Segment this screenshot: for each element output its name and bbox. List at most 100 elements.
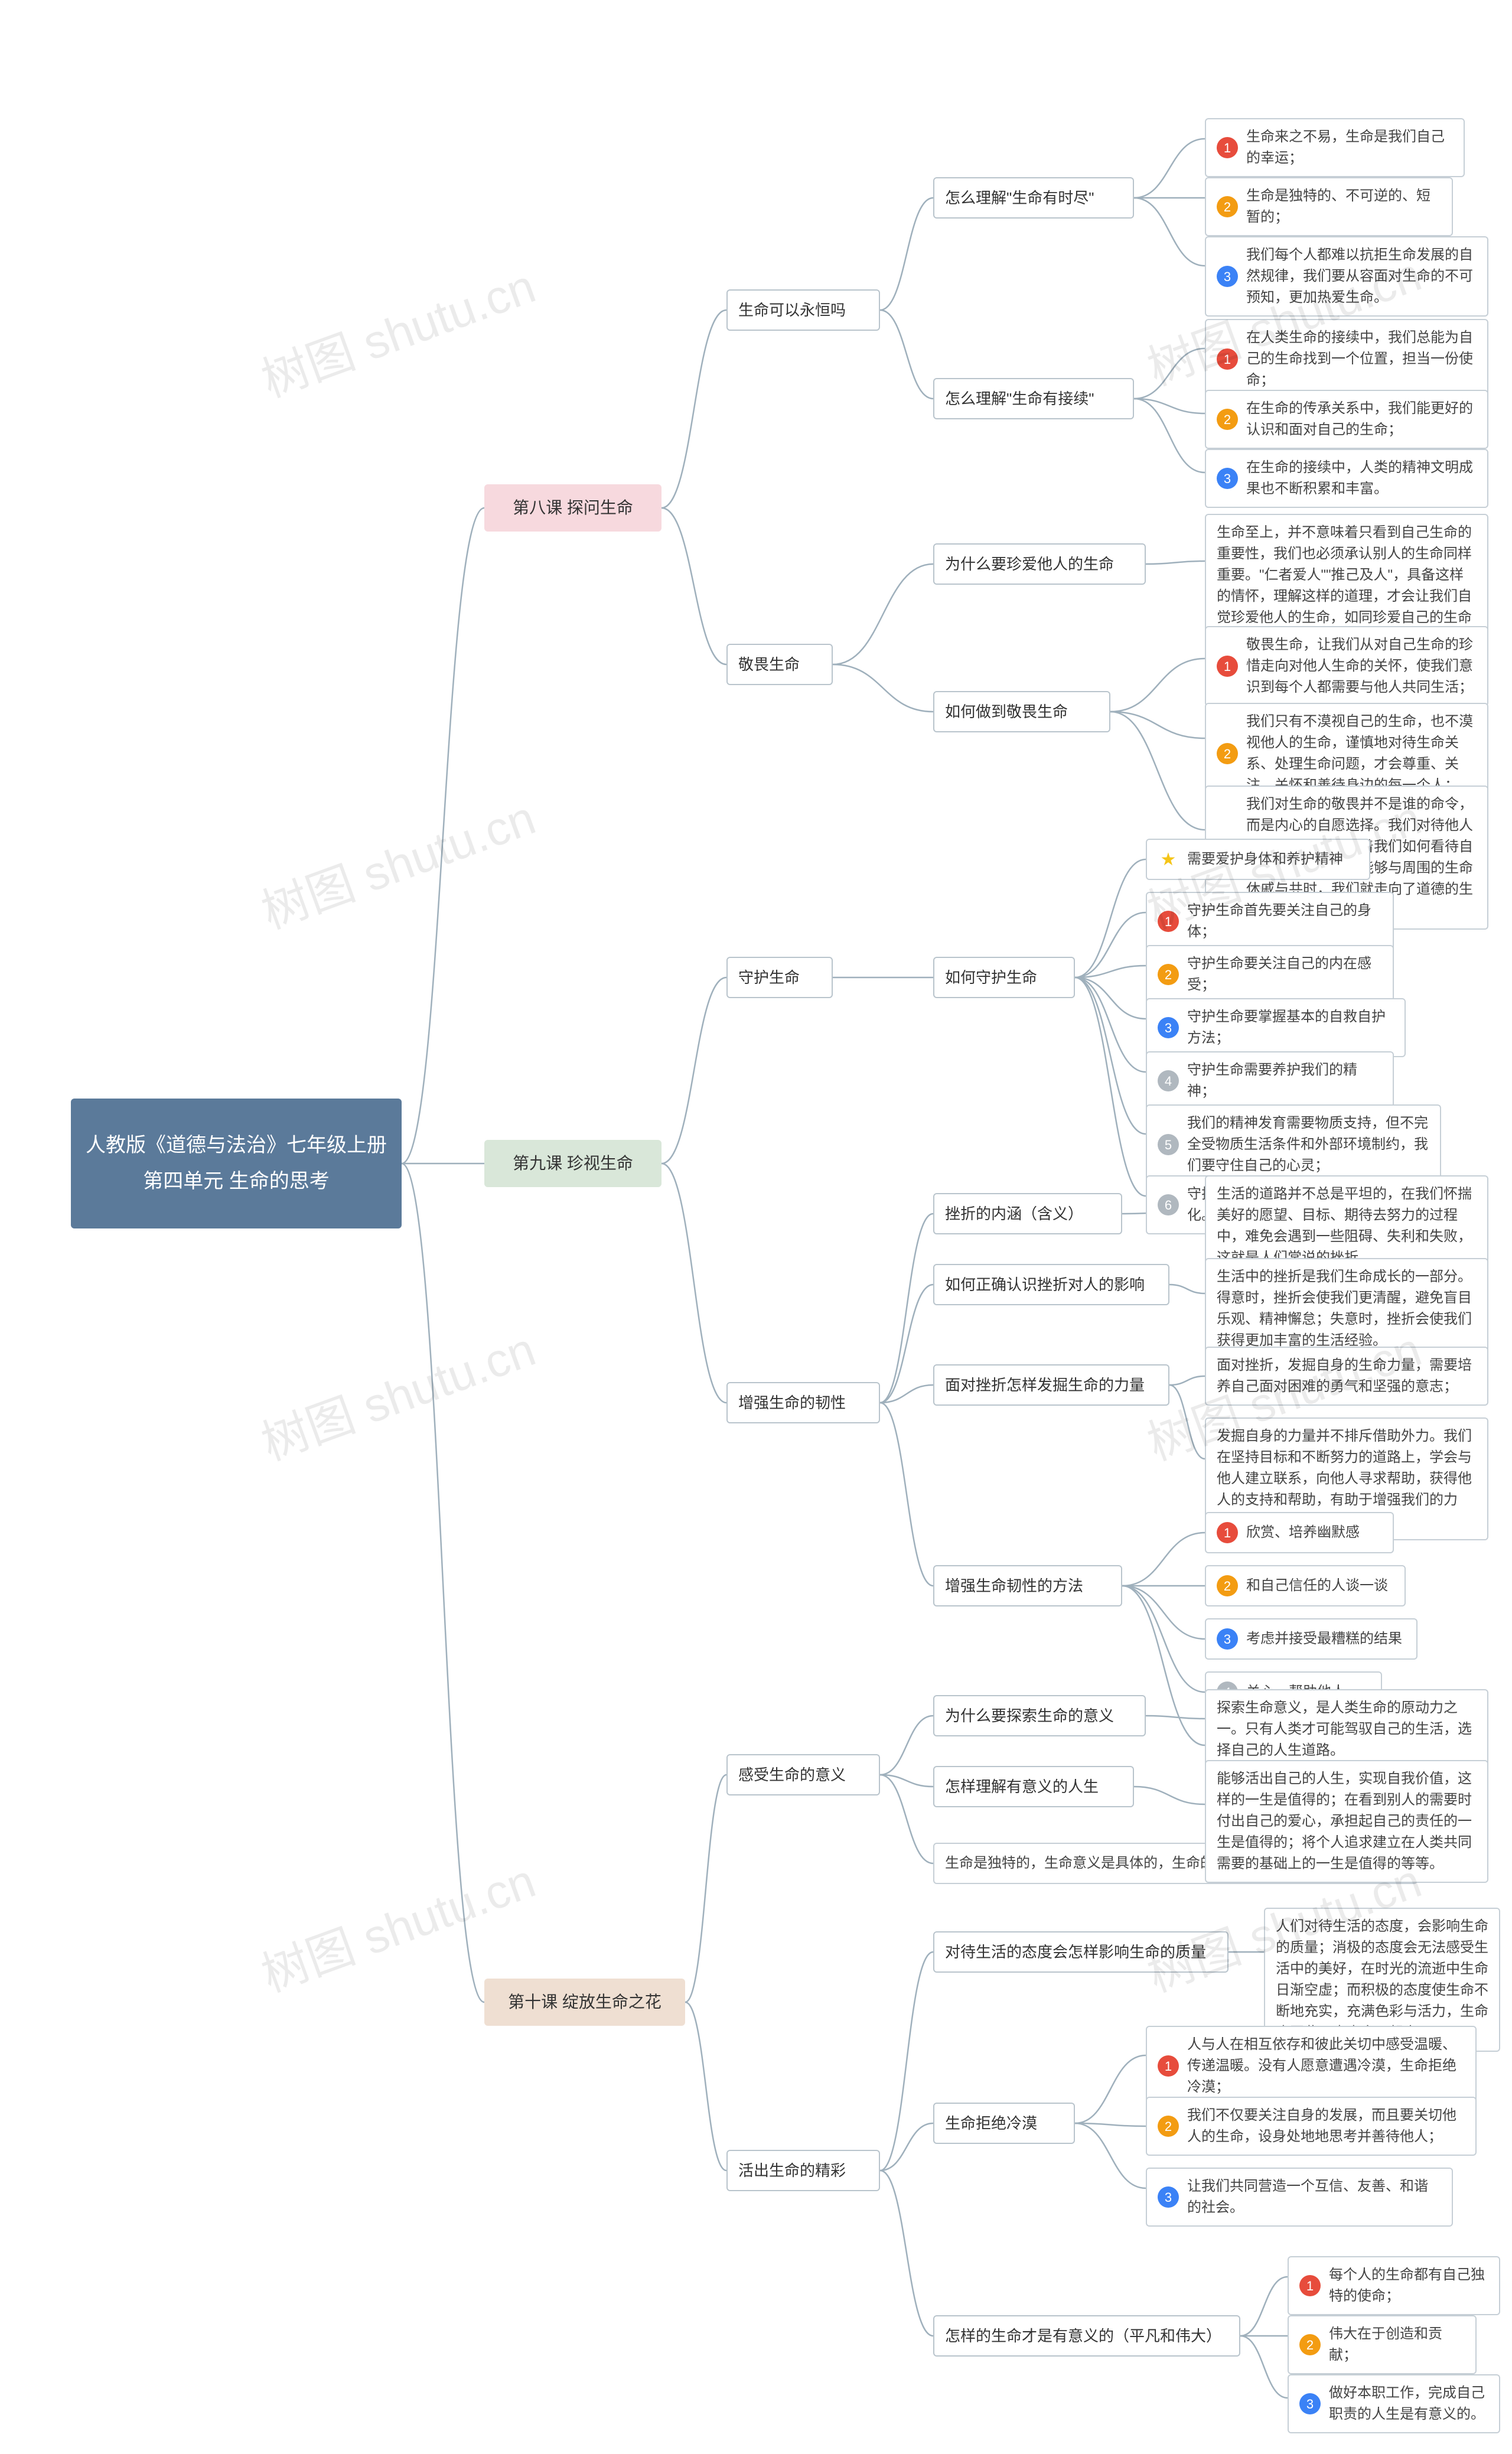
node-LF1: 2 生命是独特的、不可逆的、短暂的；: [1205, 177, 1453, 236]
node-LF21: 1欣赏、培养幽默感: [1205, 1512, 1394, 1553]
node-LF27: 能够活出自己的人生，实现自我价值，这样的一生是值得的；在看到别人的需要时付出自己…: [1205, 1760, 1488, 1883]
badge-6: 6: [1158, 1194, 1179, 1215]
node-LF29: 1人与人在相互依存和彼此关切中感受温暖、传递温暖。没有人愿意遭遇冷漠，生命拒绝冷…: [1146, 2026, 1477, 2106]
node-text: 守护生命: [738, 966, 800, 989]
node-text: 生命拒绝冷漠: [945, 2112, 1037, 2135]
badge-1: 1: [1217, 348, 1238, 370]
badge-2: 2: [1217, 196, 1238, 217]
node-T9b: 增强生命的韧性: [726, 1382, 880, 1423]
node-LF23: 3 考虑并接受最糟糕的结果: [1205, 1618, 1418, 1660]
badge-1: 1: [1217, 137, 1238, 158]
badge-1: 1: [1158, 911, 1179, 932]
node-text: 敬畏生命: [738, 653, 800, 676]
node-text: 伟大在于创造和贡献；: [1329, 2323, 1465, 2366]
node-LF30: 2 我们不仅要关注自身的发展，而且要关切他人的生命，设身处地地思考并善待他人；: [1146, 2097, 1477, 2156]
node-LF15: 5 我们的精神发育需要物质支持，但不完全受物质生活条件和外部环境制约，我们要守住自…: [1146, 1104, 1441, 1185]
node-text: 我们的精神发育需要物质支持，但不完全受物质生活条件和外部环境制约，我们要守住自己…: [1187, 1113, 1429, 1177]
node-text: 守护生命需要养护我们的精神；: [1187, 1060, 1382, 1102]
node-S8a1: 怎么理解"生命有时尽": [933, 177, 1134, 219]
node-S8b2: 如何做到敬畏生命: [933, 691, 1110, 732]
node-S9b4: 增强生命韧性的方法: [933, 1565, 1122, 1606]
node-S10b1: 对待生活的态度会怎样影响生命的质量: [933, 1931, 1228, 1973]
node-S9b3: 面对挫折怎样发掘生命的力量: [933, 1364, 1169, 1406]
node-S9a1: 如何守护生命: [933, 957, 1075, 998]
node-text: 考虑并接受最糟糕的结果: [1246, 1628, 1402, 1650]
watermark: 树图 shutu.cn: [251, 780, 543, 943]
node-text: 怎样的生命才是有意义的（平凡和伟大）: [945, 2325, 1221, 2348]
node-text: 第十课 绽放生命之花: [508, 1990, 662, 2015]
node-S10a2: 怎样理解有意义的人生: [933, 1766, 1134, 1807]
node-text: 增强生命的韧性: [738, 1391, 846, 1415]
node-LF11: 1守护生命首先要关注自己的身体；: [1146, 892, 1394, 951]
node-LF19: 面对挫折，发掘自身的生命力量，需要培养自己面对困难的勇气和坚强的意志；: [1205, 1347, 1488, 1406]
node-text: 敬畏生命，让我们从对自己生命的珍惜走向对他人生命的关怀，使我们意识到每个人都需要…: [1246, 634, 1477, 698]
badge-3: 3: [1158, 2186, 1179, 2208]
node-text: 探索生命意义，是人类生命的原动力之一。只有人类才可能驾驭自己的生活，选择自己的人…: [1217, 1697, 1477, 1761]
node-text: 守护生命要关注自己的内在感受；: [1187, 953, 1382, 996]
node-text: 感受生命的意义: [738, 1764, 846, 1787]
badge-5: 5: [1158, 1134, 1179, 1155]
badge-2: 2: [1158, 964, 1179, 985]
node-S10b3: 怎样的生命才是有意义的（平凡和伟大）: [933, 2315, 1240, 2357]
node-LF18: 生活中的挫折是我们生命成长的一部分。得意时，挫折会使我们更清醒，避免盲目乐观、精…: [1205, 1258, 1488, 1360]
node-text: 如何正确认识挫折对人的影响: [945, 1273, 1145, 1296]
node-text: 怎么理解"生命有接续": [945, 387, 1094, 410]
node-root: 人教版《道德与法治》七年级上册 第四单元 生命的思考: [71, 1099, 402, 1228]
mindmap-canvas: 人教版《道德与法治》七年级上册 第四单元 生命的思考第八课 探问生命第九课 珍视…: [0, 0, 1512, 2454]
star-icon: ★: [1158, 849, 1179, 870]
node-LF32: 1每个人的生命都有自己独特的使命；: [1288, 2256, 1500, 2315]
node-text: 怎么理解"生命有时尽": [945, 187, 1094, 210]
node-text: 在人类生命的接续中，我们总能为自己的生命找到一个位置，担当一份使命；: [1246, 327, 1477, 391]
node-text: 我们不仅要关注自身的发展，而且要关切他人的生命，设身处地地思考并善待他人；: [1187, 2105, 1465, 2147]
badge-1: 1: [1217, 1522, 1238, 1543]
node-text: 怎样理解有意义的人生: [945, 1775, 1099, 1798]
node-text: 和自己信任的人谈一谈: [1246, 1575, 1388, 1596]
badge-3: 3: [1217, 1628, 1238, 1650]
node-text: 挫折的内涵（含义）: [945, 1202, 1083, 1226]
node-text: 我们只有不漠视自己的生命，也不漠视他人的生命，谨慎地对待生命关系、处理生命问题，…: [1246, 711, 1477, 796]
node-text: 对待生活的态度会怎样影响生命的质量: [945, 1941, 1206, 1964]
node-text: 在生命的传承关系中，我们能更好的认识和面对自己的生命；: [1246, 398, 1477, 441]
node-text: 第九课 珍视生命: [513, 1151, 633, 1176]
node-text: 生命可以永恒吗: [738, 299, 846, 322]
node-L10: 第十课 绽放生命之花: [484, 1979, 685, 2026]
node-text: 面对挫折怎样发掘生命的力量: [945, 1374, 1145, 1397]
node-T10a: 感受生命的意义: [726, 1754, 880, 1795]
node-S10b2: 生命拒绝冷漠: [933, 2103, 1075, 2144]
node-text: 我们每个人都难以抗拒生命发展的自然规律，我们要从容面对生命的不可预知，更加热爱生…: [1246, 245, 1477, 308]
badge-2: 2: [1158, 2116, 1179, 2137]
node-LF5: 3在生命的接续中，人类的精神文明成果也不断积累和丰富。: [1205, 449, 1488, 508]
badge-2: 2: [1217, 409, 1238, 430]
node-text: 增强生命韧性的方法: [945, 1575, 1083, 1598]
badge-2: 2: [1299, 2334, 1321, 2355]
node-text: 每个人的生命都有自己独特的使命；: [1329, 2264, 1488, 2307]
node-text: 做好本职工作，完成自己职责的人生是有意义的。: [1329, 2383, 1488, 2425]
node-T9a: 守护生命: [726, 957, 833, 998]
watermark: 树图 shutu.cn: [251, 249, 543, 411]
node-text: 如何守护生命: [945, 966, 1037, 989]
node-LF31: 3让我们共同营造一个互信、友善、和谐的社会。: [1146, 2168, 1453, 2227]
node-LF22: 2 和自己信任的人谈一谈: [1205, 1565, 1406, 1606]
badge-3: 3: [1299, 2393, 1321, 2414]
badge-4: 4: [1158, 1070, 1179, 1091]
node-T10b: 活出生命的精彩: [726, 2150, 880, 2191]
node-text: 守护生命要掌握基本的自救自护方法；: [1187, 1006, 1394, 1049]
node-text: 生命是独特的、不可逆的、短暂的；: [1246, 185, 1441, 228]
badge-2: 2: [1217, 1575, 1238, 1596]
node-LF33: 2 伟大在于创造和贡献；: [1288, 2315, 1477, 2374]
node-T8b: 敬畏生命: [726, 644, 833, 685]
node-T8a: 生命可以永恒吗: [726, 289, 880, 331]
node-S10a1: 为什么要探索生命的意义: [933, 1695, 1146, 1736]
node-LF10: ★ 需要爱护身体和养护精神: [1146, 839, 1370, 880]
node-text: 生活中的挫折是我们生命成长的一部分。得意时，挫折会使我们更清醒，避免盲目乐观、精…: [1217, 1266, 1477, 1351]
node-text: 生命来之不易，生命是我们自己的幸运；: [1246, 126, 1453, 169]
node-text: 如何做到敬畏生命: [945, 700, 1068, 724]
node-LF7: 1敬畏生命，让我们从对自己生命的珍惜走向对他人生命的关怀，使我们意识到每个人都需…: [1205, 626, 1488, 706]
node-S9b1: 挫折的内涵（含义）: [933, 1193, 1122, 1234]
node-text: 需要爱护身体和养护精神: [1187, 849, 1343, 870]
node-LF14: 4 守护生命需要养护我们的精神；: [1146, 1051, 1394, 1110]
node-text: 能够活出自己的人生，实现自我价值，这样的一生是值得的；在看到别人的需要时付出自己…: [1217, 1768, 1477, 1875]
badge-1: 1: [1158, 2055, 1179, 2077]
node-text: 面对挫折，发掘自身的生命力量，需要培养自己面对困难的勇气和坚强的意志；: [1217, 1355, 1477, 1397]
badge-3: 3: [1217, 468, 1238, 489]
